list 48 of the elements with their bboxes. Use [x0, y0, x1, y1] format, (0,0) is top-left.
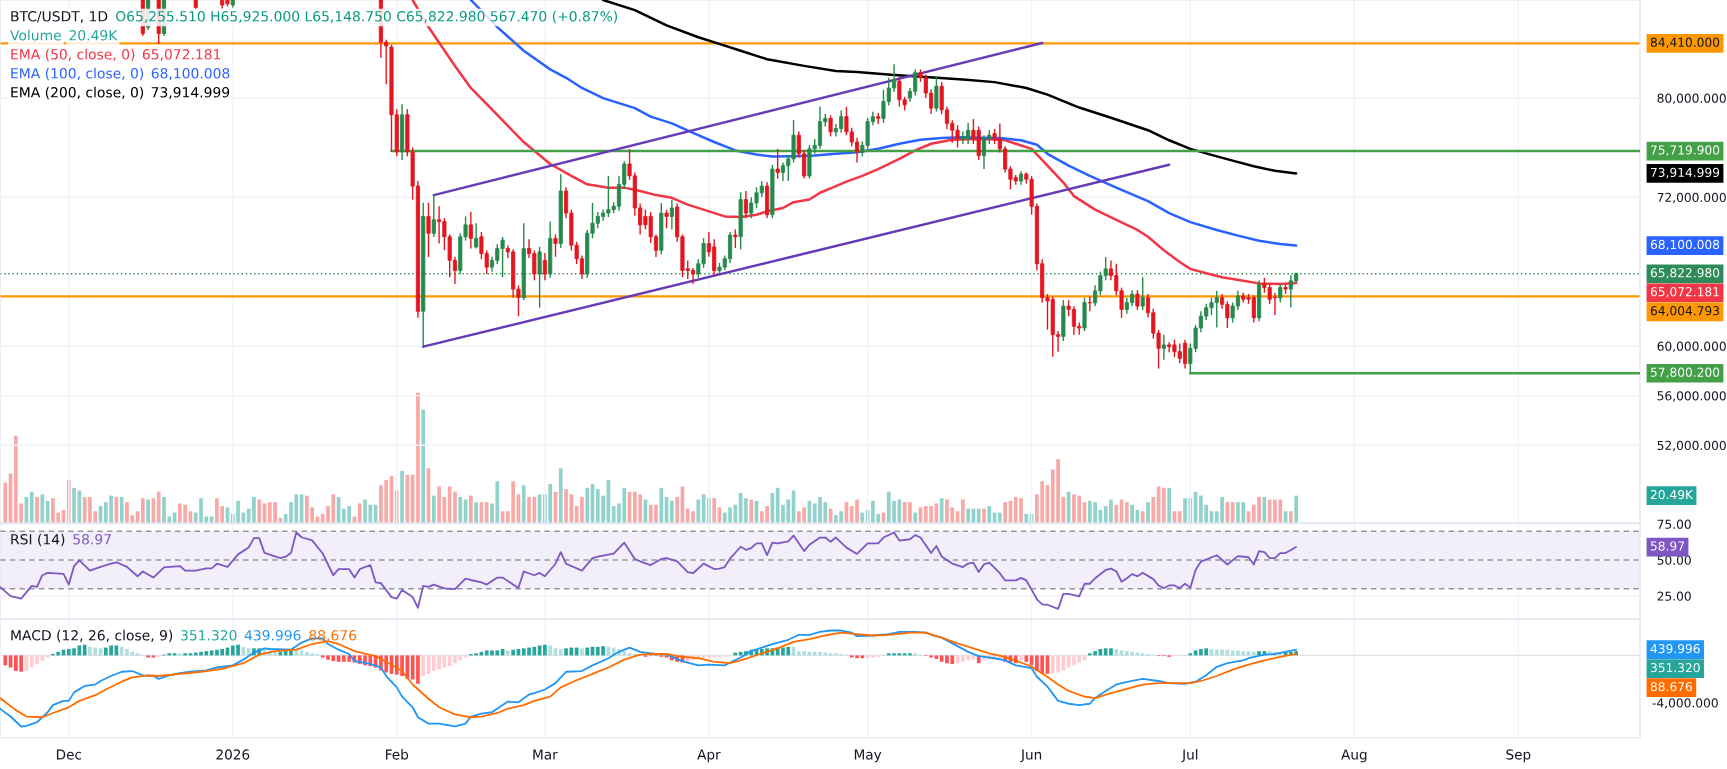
ref-line-label: 65,822.980 [1650, 268, 1720, 279]
text: 351.320 [1650, 663, 1700, 673]
text: 65,072.181 [1650, 287, 1719, 298]
text: 58.97 [1650, 541, 1684, 551]
y-tick-label: 60,000.000 [1657, 341, 1726, 353]
annotation: 351.320 [181, 630, 237, 641]
annotation: 65,072.181 [142, 49, 221, 61]
text: 20.49K [69, 30, 118, 41]
x-tick-label: Apr [697, 749, 721, 763]
text: EMA (50, close, 0) [11, 48, 135, 62]
annotation: 439.996 [244, 630, 301, 641]
x-tick-label: Jun [1020, 749, 1042, 763]
x-tick-label: Mar [533, 749, 558, 760]
text: -4,000.000 [1652, 698, 1718, 709]
text: EMA (200, close, 0) [11, 86, 144, 100]
x-tick-label: Dec [56, 749, 82, 760]
text: 439.996 [1650, 644, 1700, 654]
annotation: 88.676 [309, 630, 357, 641]
text: 73,914.999 [1651, 167, 1720, 179]
x-tick-label: Feb [386, 749, 409, 760]
text: 20.49K [1650, 489, 1694, 500]
x-tick-label: 2026 [216, 749, 250, 760]
annotation: 68,100.008 [151, 68, 230, 80]
y-tick-label: 50.00 [1657, 555, 1691, 565]
text: 68,100.008 [1650, 239, 1720, 251]
y-tick-label: 56,000.000 [1657, 391, 1726, 402]
annotation: 73,914.999 [151, 87, 230, 99]
x-tick-label: Aug [1341, 749, 1367, 763]
text: 88.676 [1650, 682, 1692, 692]
text: EMA (100, close, 0) [11, 67, 144, 81]
text: 57,800.200 [1650, 367, 1720, 379]
y-tick-label: 75.00 [1657, 519, 1691, 529]
text: Volume [10, 29, 61, 41]
ref-line-label: 64,004.793 [1650, 306, 1719, 317]
x-tick-label: May [854, 749, 882, 763]
y-tick-label: 72,000.000 [1657, 192, 1726, 204]
y-tick-label: 52,000.000 [1657, 440, 1726, 452]
y-tick-label: 25.00 [1657, 591, 1691, 601]
x-tick-label: Sep [1506, 749, 1531, 763]
chart-title: MACD (12, 26, close, 9) [11, 629, 173, 643]
ref-line-label: 84,410.000 [1650, 37, 1720, 49]
annotation: 58.97 [73, 534, 111, 545]
text: RSI (14) [11, 533, 65, 547]
x-tick-label: Jul [1181, 749, 1198, 763]
text: O65,255.510 H65,925.000 L65,148.750 C65,822.980 567.470 (+0.87%) [116, 10, 618, 24]
y-tick-label: 80,000.000 [1657, 93, 1726, 105]
text: BTC/USDT, 1D [11, 11, 108, 23]
text: 75,719.900 [1651, 145, 1720, 156]
